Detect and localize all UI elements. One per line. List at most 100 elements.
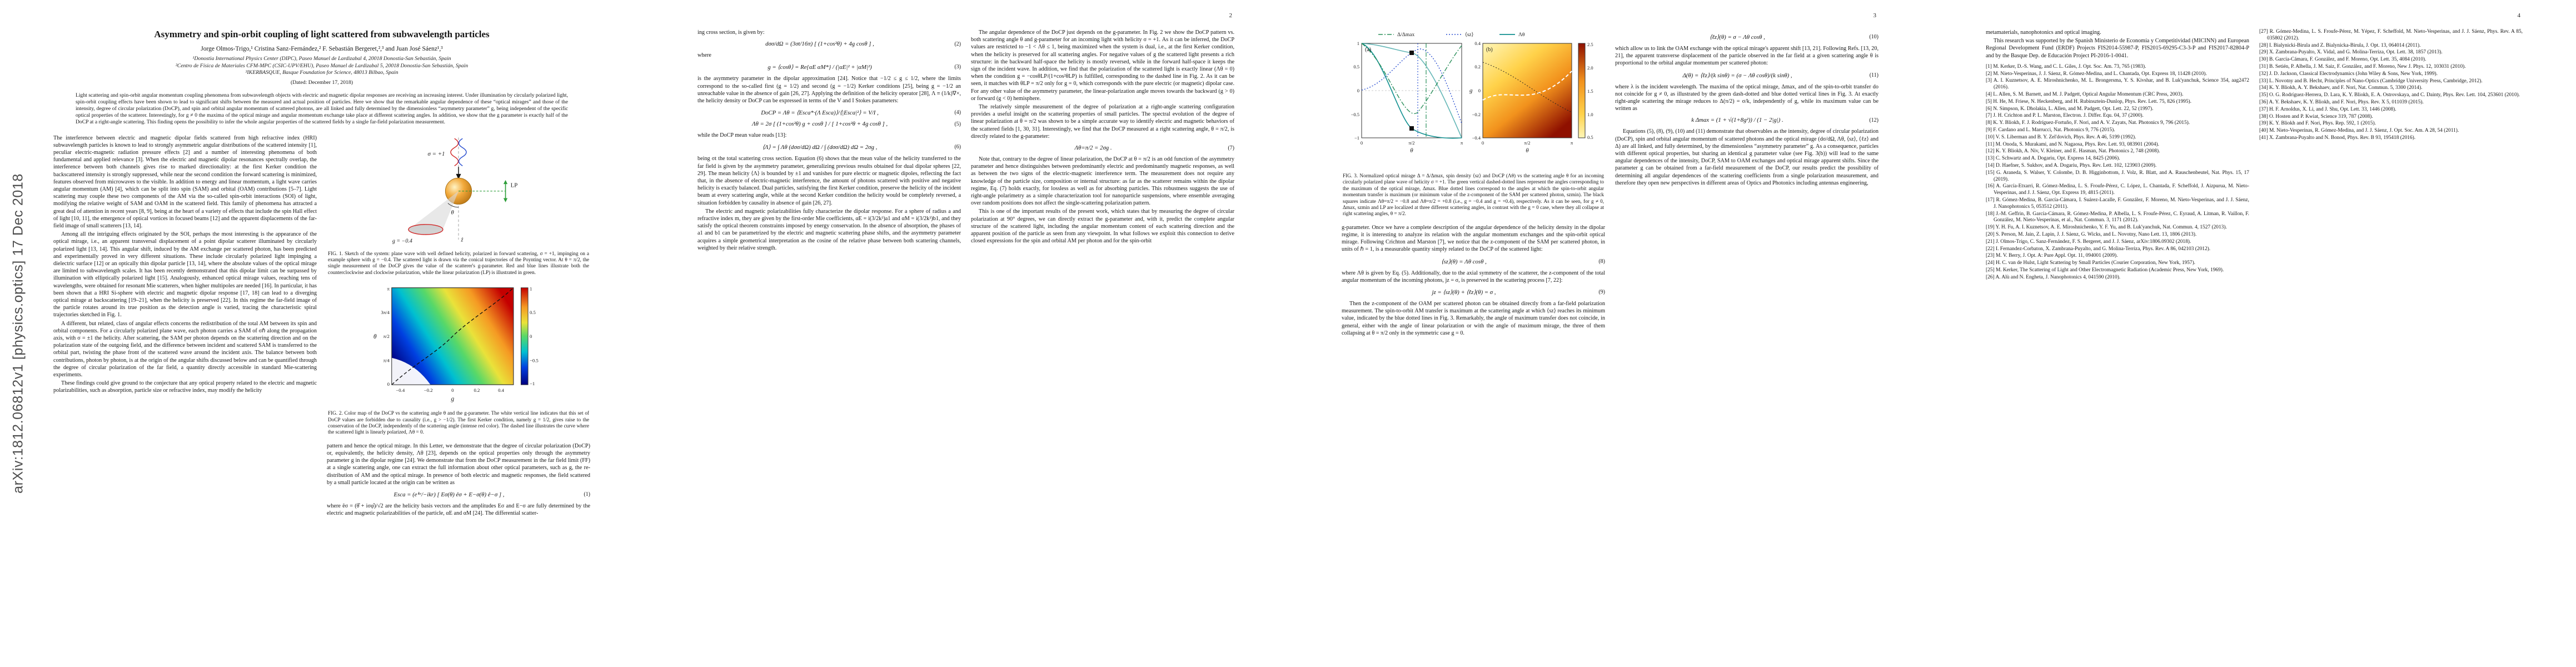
colorbar-tick: 1 [530, 286, 532, 292]
linear-polarization-curve [391, 287, 514, 385]
lp-label: LP [511, 182, 518, 188]
y-tick: π/2 [383, 334, 390, 339]
svg-text:π/2: π/2 [1524, 140, 1531, 146]
reference-item: [5] H. He, M. Friese, N. Heckenberg, and… [1986, 98, 2191, 104]
colorbar-tick: −0.5 [530, 358, 539, 364]
reference-item: [7] J. H. Crichton and P. L. Marston, El… [1986, 113, 2144, 119]
docp-curve-gneg [1361, 43, 1462, 139]
equation-number: (4) [954, 109, 961, 116]
reference-item: [37] H. F. Arnoldus, X. Li, and J. Shu, … [2259, 106, 2396, 112]
page-2-column-left: ing cross section, is given by: dσσ/dΩ =… [697, 29, 961, 253]
equation-4: DoCP = Λθ = ⟨Esca*·(Λ Esca)⟩/⟨|Esca|²⟩ =… [761, 109, 961, 117]
equation-11: Δ(θ) = ⟨ℓz⟩/(k sinθ) = (σ − Λθ cosθ)/(k … [1682, 72, 1879, 79]
page-3-column-left: Δ/Δmax ⟨sz⟩ Λθ [1342, 29, 1605, 338]
arxiv-watermark: arXiv:1812.06812v1 [physics.optics] 17 D… [10, 173, 26, 494]
reference-item: [28] I. Bialynicki-Birula and Z. Bialyni… [2259, 42, 2421, 48]
figure-3-caption: FIG. 3. Normalized optical mirage Δ = Δ/… [1343, 173, 1604, 217]
body-paragraph: This is one of the important results of … [971, 208, 1234, 245]
x-tick: −0.4 [396, 387, 405, 393]
heatmap-black-curve [1482, 62, 1572, 113]
legend-label-spin: ⟨sz⟩ [1465, 32, 1474, 38]
svg-text:0: 0 [1478, 88, 1481, 93]
equation-number: (12) [1869, 117, 1879, 123]
equation-5: Λθ = 2σ [ (1+cos²θ) g + cosθ ] / [ 1+cos… [751, 121, 961, 128]
svg-text:−1: −1 [1354, 135, 1359, 141]
page-3-column-right: ⟨ℓz⟩(θ) = σ − Λθ cosθ , (10) which allow… [1615, 29, 1879, 338]
equation-number: (11) [1869, 72, 1879, 78]
svg-text:π: π [1571, 140, 1573, 146]
page-1-column-left: The interference between electric and ma… [53, 135, 317, 519]
svg-text:1: 1 [1357, 41, 1359, 46]
svg-text:−0.4: −0.4 [1472, 135, 1481, 141]
equation-7: Λθ=π/2 = 2σg . (7) [1074, 145, 1234, 152]
reference-item: [14] D. Haefner, S. Sukhov, and A. Dogar… [1986, 162, 2157, 168]
svg-text:−0.2: −0.2 [1472, 112, 1481, 117]
equation-number: (9) [1598, 289, 1605, 296]
poynting-spiral [408, 223, 444, 235]
page-4-column-right: [27] R. Gómez-Medina, L. S. Froufe-Pérez… [2259, 29, 2523, 282]
equation-12: k Δmax = (1 + √(1+8g²)) / (1 − 2|g|) . (… [1691, 117, 1879, 124]
reference-item: [12] K. Y. Bliokh, A. Niv, V. Kleiner, a… [1986, 148, 2160, 155]
reference-item: [4] L. Allen, S. M. Barnett, and M. J. P… [1986, 92, 2184, 97]
panel-a-label: (a) [1365, 47, 1371, 53]
svg-text:0: 0 [1361, 140, 1363, 146]
page-2-column-right: The angular dependence of the DoCP just … [971, 29, 1234, 253]
page-1: arXiv:1812.06812v1 [physics.optics] 17 D… [0, 0, 644, 667]
equation-number: (8) [1598, 258, 1605, 265]
z-label: ẑ [461, 237, 464, 243]
reference-item: [16] A. García-Etxarri, R. Gómez-Medina,… [1986, 183, 2249, 196]
equation-number: (5) [954, 121, 961, 127]
body-paragraph: The angular dependence of the DoCP just … [971, 29, 1234, 102]
reference-item: [39] K. Y. Bliokh and F. Nori, Phys. Rep… [2259, 121, 2376, 127]
svg-text:0: 0 [1357, 88, 1359, 93]
equation-9: jz = ⟨sz⟩(θ) + ⟨ℓz⟩(θ) = σ , (9) [1432, 289, 1605, 296]
y-axis-label-b: g [1469, 87, 1473, 94]
dated-line: (Dated: December 17, 2018) [290, 79, 353, 86]
svg-text:−0.5: −0.5 [1351, 112, 1359, 117]
body-paragraph: ing cross section, is given by: [697, 29, 765, 36]
reference-item: [29] X. Zambrana-Puyalto, X. Vidal, and … [2259, 49, 2443, 56]
reference-item: [24] H. C. van de Hulst, Light Scatterin… [1986, 260, 2196, 266]
heatmap-panel [1482, 43, 1572, 138]
equation-number: (6) [954, 144, 961, 151]
colorbar-tick: −1 [530, 381, 535, 386]
reference-item: [32] J. D. Jackson, Classical Electrodyn… [2259, 71, 2438, 77]
reference-item: [17] R. Gómez-Medina, B. García-Cámara, … [1986, 197, 2249, 210]
body-paragraph: which allow us to link the OAM exchange … [1615, 46, 1879, 67]
reference-item: [2] M. Nieto-Vesperinas, J. J. Sáenz, R.… [1986, 71, 2207, 77]
reference-item: [35] O. G. Rodríguez-Herrera, D. Lara, K… [2259, 92, 2520, 98]
colorbar [520, 287, 529, 385]
body-paragraph: Among all the intriguing effects origina… [53, 231, 317, 318]
heatmap-white-curve [1482, 71, 1572, 101]
colorbar-tick: 0 [530, 334, 532, 339]
legend-label-docp: Λθ [1518, 32, 1525, 38]
y-axis-label: θ [373, 333, 377, 340]
reference-item: [31] B. Setién, P. Albella, J. M. Saiz, … [2259, 63, 2466, 69]
reference-item: [26] A. Alù and N. Engheta, J. Nanophoto… [1986, 274, 2121, 280]
affiliation-line-1: ¹Donostia International Physics Center (… [192, 56, 451, 62]
svg-text:0.5: 0.5 [1353, 64, 1359, 69]
body-paragraph: where êσ = (θ̂ + iσφ̂)/√2 are the helici… [327, 502, 590, 517]
equation-number: (2) [954, 41, 961, 47]
body-paragraph: Equations (5), (8), (9), (10) and (11) d… [1615, 128, 1879, 186]
reference-item: [10] V. S. Liberman and B. Y. Zel'dovich… [1986, 134, 2136, 140]
x-tick: −0.2 [424, 387, 433, 393]
spin-density-curve [1361, 43, 1462, 115]
mirage-curve [1361, 48, 1462, 124]
reference-item: [27] R. Gómez-Medina, L. S. Froufe-Pérez… [2259, 29, 2523, 41]
y-tick: π/4 [383, 358, 390, 364]
forbidden-region [391, 357, 431, 385]
reference-item: [6] N. Simpson, K. Dholakia, L. Allen, a… [1986, 106, 2154, 112]
reference-list-left: [1] M. Kerker, D.-S. Wang, and C. L. Gil… [1986, 64, 2249, 281]
page-number: 2 [1229, 12, 1233, 19]
reference-item: [8] K. Y. Bliokh, F. J. Rodríguez-Fortuñ… [1986, 120, 2190, 126]
svg-text:2.0: 2.0 [1587, 65, 1593, 71]
affiliation-line-2: ²Centro de Física de Materiales CFM-MPC … [175, 62, 469, 69]
svg-text:2.5: 2.5 [1587, 42, 1593, 47]
docp-curve-gpos [1361, 43, 1462, 138]
body-paragraph: The electric and magnetic polarizabiliti… [697, 208, 961, 251]
page-4-column-left: metamaterials, nanophotonics and optical… [1986, 29, 2249, 282]
page-2: 2 ing cross section, is given by: dσσ/dΩ… [644, 0, 1288, 667]
svg-text:0.5: 0.5 [1587, 135, 1593, 140]
equation-1: Esca = (eⁱᵏʳ/−ikr) [ Eσ(θ) êσ + E−σ(θ) ê… [393, 491, 590, 498]
